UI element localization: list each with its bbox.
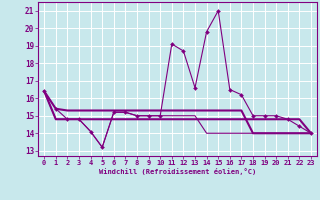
X-axis label: Windchill (Refroidissement éolien,°C): Windchill (Refroidissement éolien,°C) — [99, 168, 256, 175]
